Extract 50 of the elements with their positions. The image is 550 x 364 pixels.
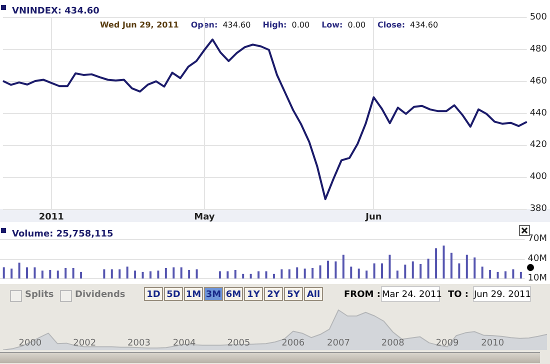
y-tick-label: 420 [530, 140, 548, 150]
y-tick-label: 480 [530, 44, 548, 54]
text: 6M [224, 287, 243, 301]
x-tick-label: 2006 [282, 338, 305, 348]
x-tick-label: 2000 [18, 338, 42, 348]
text: FROM : [344, 290, 380, 300]
text: 1M [184, 287, 203, 301]
annotation: Wed Jun 29, 2011 [100, 20, 180, 30]
annotation: 0.00 [348, 20, 366, 30]
text: 5D [164, 287, 183, 301]
y-tick-label: 460 [530, 76, 548, 86]
x-tick-label: 2004 [172, 338, 196, 348]
chart-title: VNINDEX: 434.60 [12, 6, 100, 16]
text: 5Y [284, 287, 303, 301]
text: 1Y [244, 287, 263, 301]
text: All [304, 287, 323, 301]
x-tick-label: 2007 [327, 338, 350, 348]
y-tick-label: 500 [530, 12, 548, 22]
annotation: 434.60 [410, 20, 438, 30]
chart-title: Volume: 25,758,115 [12, 230, 114, 240]
x-tick-label: May [194, 212, 215, 222]
x-tick-label: 2011 [38, 212, 64, 222]
text: Splits [25, 290, 54, 300]
y-tick-label: 10M [528, 274, 547, 284]
line-series [2, 38, 528, 200]
annotation: High: [262, 20, 287, 30]
annotation: Close: [378, 20, 406, 30]
annotation: 0.00 [292, 20, 310, 30]
x-tick-label: 2005 [227, 338, 250, 348]
text: Jun 29. 2011 [473, 286, 532, 302]
y-tick-label: 400 [530, 172, 548, 182]
text: TO : [448, 290, 469, 300]
x-tick-label: 2009 [436, 338, 459, 348]
y-tick-label: 380 [530, 204, 548, 214]
annotation: Open: [190, 20, 218, 30]
annotation: 434.60 [222, 20, 251, 30]
x-tick-label: 2008 [381, 338, 405, 348]
x-tick-label: 2010 [481, 338, 504, 348]
text: Dividends [75, 290, 126, 300]
y-tick-label: 70M [528, 234, 547, 244]
y-tick-label: 440 [530, 108, 548, 118]
text: Mar 24. 2011 [381, 286, 442, 302]
y-tick-label: 40M [528, 254, 547, 264]
text: 2Y [264, 287, 283, 301]
x-tick-label: 2003 [128, 338, 150, 348]
x-tick-label: Jun [364, 212, 382, 222]
text: 3M [204, 287, 223, 301]
text: 1D [144, 287, 163, 301]
x-tick-label: 2002 [73, 338, 96, 348]
annotation: Low: [322, 20, 343, 30]
